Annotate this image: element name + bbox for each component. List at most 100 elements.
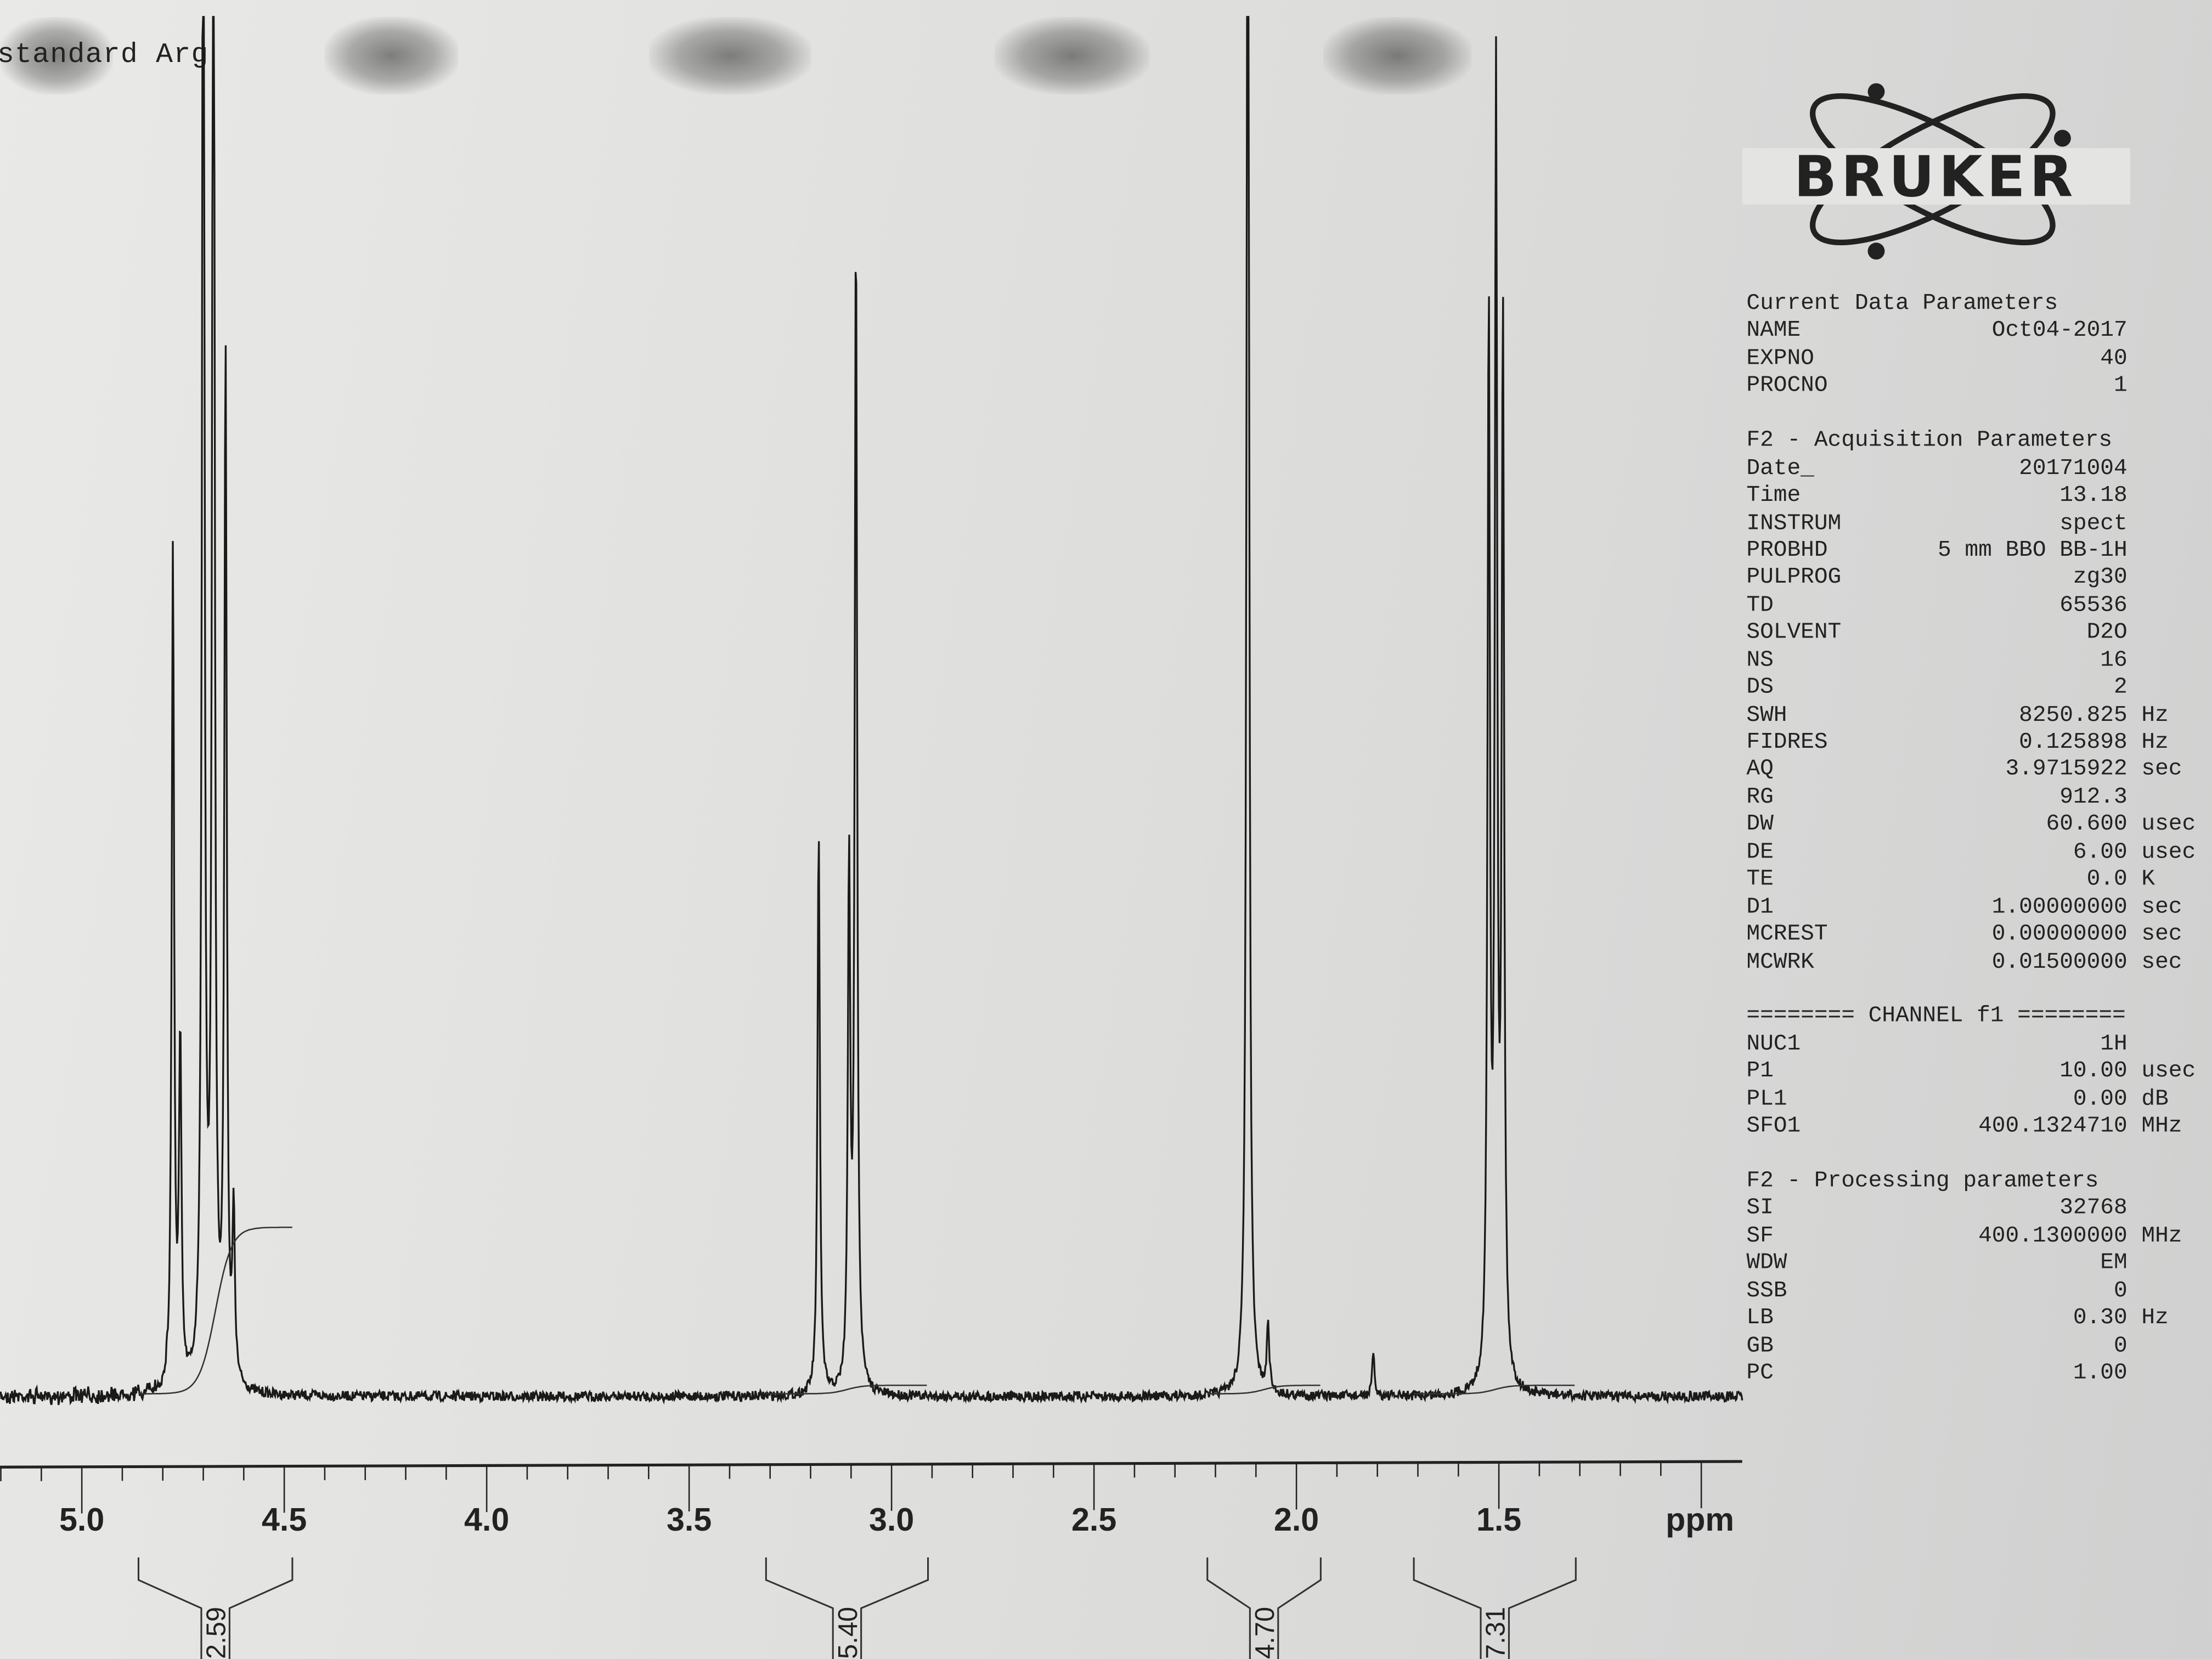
- parameter-label: PULPROG: [1746, 565, 1842, 590]
- x-tick-label: 1.5: [1476, 1501, 1521, 1538]
- parameter-value: 65536: [2059, 592, 2128, 618]
- parameter-section-heading: Current Data Parameters: [1746, 290, 2058, 316]
- parameter-label: MCREST: [1746, 921, 1828, 947]
- parameter-row: SI 32768: [1746, 1195, 2212, 1223]
- parameter-label: Time: [1746, 482, 1801, 508]
- integral-curve: [766, 1384, 927, 1395]
- parameter-row: NS 16: [1746, 647, 2212, 674]
- parameter-row: EXPNO 40: [1746, 346, 2212, 373]
- parameter-row: WDW EM: [1746, 1250, 2212, 1278]
- integral-bracket: [1413, 1557, 1577, 1659]
- parameter-value: zg30: [2073, 565, 2128, 590]
- parameter-row: PROBHD 5 mm BBO BB-1H: [1746, 538, 2212, 565]
- parameter-label: SOLVENT: [1746, 619, 1842, 645]
- parameter-row: DW 60.600 usec: [1746, 811, 2212, 839]
- parameter-table: Current Data Parameters NAME Oct04-2017 EXP…: [1746, 291, 2212, 1387]
- x-axis-label: ppm: [1666, 1501, 1734, 1538]
- parameter-label: INSTRUM: [1746, 510, 1842, 535]
- parameter-label: PC: [1746, 1359, 1774, 1386]
- parameter-unit: usec: [2141, 1058, 2196, 1084]
- integral-bracket: [765, 1557, 929, 1659]
- parameter-value: 5 mm BBO BB-1H: [1938, 537, 2128, 563]
- parameter-label: SWH: [1746, 702, 1787, 727]
- parameter-value: 912.3: [2059, 784, 2128, 810]
- parameter-row: PC 1.00: [1746, 1360, 2212, 1387]
- parameter-row: FIDRES 0.125898 Hz: [1746, 729, 2212, 757]
- ink-smudge: [0, 16, 113, 95]
- parameter-unit: MHz: [2141, 1223, 2182, 1249]
- parameter-row: INSTRUM spect: [1746, 510, 2212, 538]
- parameter-row: DS 2: [1746, 674, 2212, 702]
- x-tick-label: 3.5: [667, 1501, 712, 1538]
- integral-curve: [1414, 1384, 1575, 1395]
- parameter-label: RG: [1746, 784, 1774, 810]
- parameter-value: 40: [2100, 345, 2128, 371]
- parameter-value: 0.0: [2086, 866, 2128, 892]
- parameter-row: PULPROG zg30: [1746, 565, 2212, 592]
- parameter-label: TE: [1746, 866, 1774, 892]
- bruker-logo: BRUKER: [1742, 83, 2130, 260]
- parameter-label: Date_: [1746, 455, 1814, 481]
- integral-curve: [138, 1226, 292, 1395]
- parameter-row: AQ 3.9715922 sec: [1746, 757, 2212, 784]
- parameter-value: 1H: [2100, 1031, 2128, 1057]
- parameter-value: 0.125898: [2019, 729, 2128, 755]
- parameter-unit: sec: [2141, 949, 2182, 974]
- parameter-unit: dB: [2141, 1086, 2169, 1111]
- parameter-value: 10.00: [2059, 1058, 2128, 1084]
- parameter-value: 2: [2113, 674, 2128, 700]
- parameter-value: 0: [2113, 1333, 2128, 1358]
- parameter-unit: Hz: [2141, 729, 2169, 755]
- parameter-unit: MHz: [2141, 1113, 2182, 1139]
- x-axis-line: [0, 1460, 1742, 1469]
- parameter-row: SFO1 400.1324710 MHz: [1746, 1113, 2212, 1141]
- parameter-unit: Hz: [2141, 1305, 2169, 1331]
- parameter-unit: Hz: [2141, 702, 2169, 727]
- parameter-label: DS: [1746, 674, 1774, 700]
- x-tick-label: 5.0: [59, 1501, 104, 1538]
- parameter-value: 0.00000000: [1991, 921, 2128, 947]
- parameter-value: 400.1324710: [1978, 1113, 2128, 1139]
- parameter-value: 400.1300000: [1978, 1223, 2128, 1249]
- parameter-label: FIDRES: [1746, 729, 1828, 755]
- parameter-value: 1.00: [2073, 1359, 2128, 1386]
- parameter-value: EM: [2100, 1250, 2128, 1276]
- parameter-value: 0.00: [2073, 1086, 2128, 1111]
- parameter-row: TE 0.0 K: [1746, 866, 2212, 894]
- parameter-label: NUC1: [1746, 1031, 1801, 1057]
- parameter-label: PROCNO: [1746, 373, 1828, 398]
- parameter-row: TD 65536: [1746, 592, 2212, 620]
- parameter-value: spect: [2059, 510, 2128, 535]
- ink-smudge: [648, 16, 811, 95]
- parameter-row: SSB 0: [1746, 1278, 2212, 1305]
- parameter-value: 3.9715922: [2005, 757, 2128, 782]
- parameter-row: Time 13.18: [1746, 483, 2212, 510]
- parameter-unit: K: [2141, 866, 2155, 892]
- parameter-label: TD: [1746, 592, 1774, 618]
- svg-text:BRUKER: BRUKER: [1794, 144, 2078, 210]
- parameter-row: NAME Oct04-2017: [1746, 318, 2212, 346]
- parameter-label: PL1: [1746, 1086, 1787, 1111]
- parameter-value: 0.01500000: [1991, 949, 2128, 974]
- integral-bracket: [137, 1557, 294, 1659]
- parameter-label: NS: [1746, 647, 1774, 673]
- parameter-label: SF: [1746, 1223, 1774, 1249]
- parameter-unit: sec: [2141, 894, 2182, 919]
- parameter-row: MCWRK 0.01500000 sec: [1746, 949, 2212, 976]
- parameter-row: MCREST 0.00000000 sec: [1746, 921, 2212, 949]
- parameter-label: D1: [1746, 894, 1774, 919]
- parameter-label: NAME: [1746, 318, 1801, 343]
- parameter-value: Oct04-2017: [1991, 318, 2128, 343]
- parameter-unit: sec: [2141, 757, 2182, 782]
- ink-smudge: [1323, 16, 1471, 95]
- spectrum-line: [0, 16, 1743, 1406]
- integral-value: 4.70: [1250, 1607, 1280, 1659]
- parameter-value: 8250.825: [2019, 702, 2128, 727]
- parameter-value: 1.00000000: [1991, 894, 2128, 919]
- parameter-value: 16: [2100, 647, 2128, 673]
- x-tick-label: 3.0: [869, 1501, 914, 1538]
- parameter-label: DW: [1746, 811, 1774, 837]
- parameter-row: GB 0: [1746, 1333, 2212, 1360]
